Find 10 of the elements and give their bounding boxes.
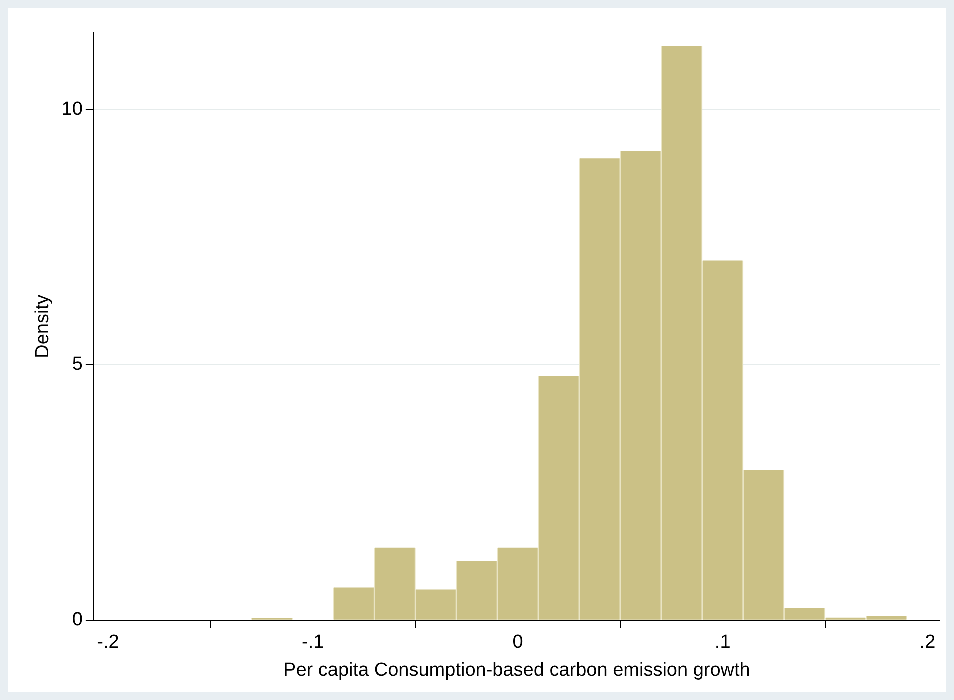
x-tick-label: 0 — [512, 632, 524, 654]
x-axis-title: Per capita Consumption-based carbon emission growth — [284, 660, 750, 681]
y-tick-label: 5 — [72, 354, 83, 376]
x-tick-label: -.2 — [97, 632, 120, 654]
y-tick-label: 0 — [72, 610, 83, 631]
y-axis-title: Density — [32, 294, 54, 358]
x-tick-label: .2 — [920, 632, 936, 654]
x-tick-label: -.1 — [302, 632, 324, 654]
y-tick-label: 10 — [62, 98, 83, 120]
x-tick-label: .1 — [714, 632, 731, 654]
